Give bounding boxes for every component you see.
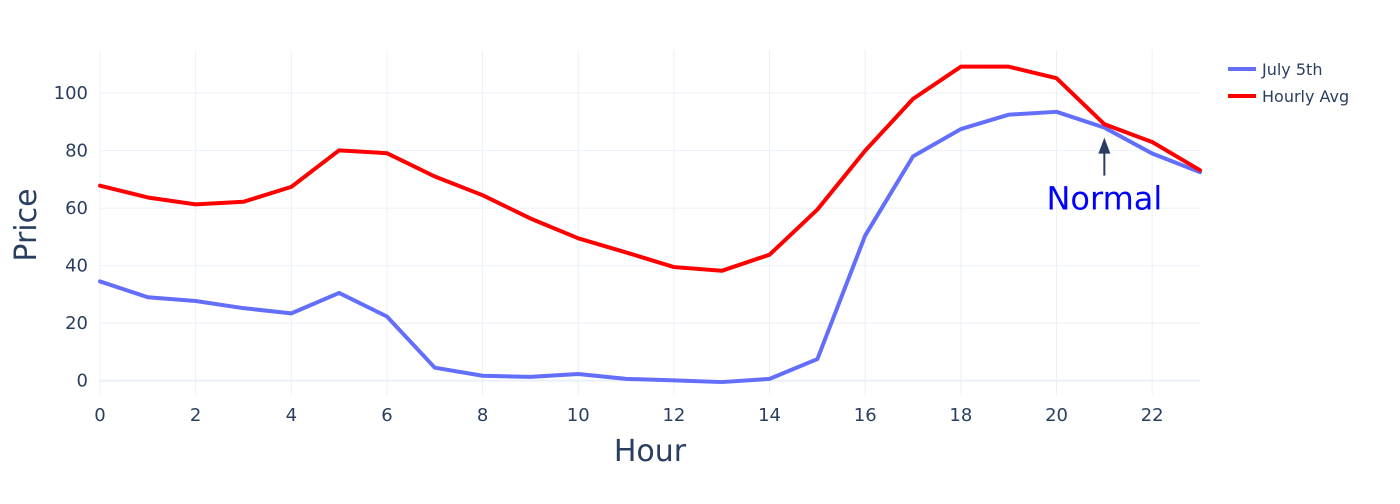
legend-item-july-5th[interactable]: July 5th (1228, 60, 1322, 79)
y-tick-label: 0 (77, 371, 88, 392)
x-tick-label: 20 (1045, 405, 1068, 426)
x-tick-label: 4 (286, 405, 297, 426)
x-tick-label: 16 (854, 405, 877, 426)
series-line-hourly-avg[interactable] (98, 64, 1202, 273)
gridlines (99, 50, 1200, 395)
x-tick-label: 0 (94, 405, 105, 426)
series-line-july-5th[interactable] (98, 109, 1202, 385)
series-lines (98, 64, 1202, 385)
annotation-arrow-head (1098, 137, 1111, 154)
y-tick-label: 100 (54, 83, 88, 104)
legend[interactable]: July 5th Hourly Avg (1228, 60, 1349, 106)
annotation-text: Normal (1046, 180, 1162, 218)
annotations: Normal (1046, 137, 1162, 218)
x-tick-label: 2 (190, 405, 201, 426)
legend-item-hourly-avg[interactable]: Hourly Avg (1228, 87, 1349, 106)
x-tick-label: 8 (477, 405, 488, 426)
y-axis-title: Price (9, 188, 44, 261)
y-tick-label: 80 (65, 141, 88, 162)
x-tick-label: 10 (567, 405, 590, 426)
x-axis-title: Hour (614, 434, 687, 469)
y-tick-label: 20 (65, 313, 88, 334)
legend-label: Hourly Avg (1262, 87, 1349, 106)
tick-labels: 0 2 4 6 8 10 12 14 16 18 20 22 0 20 40 60 80 100 (54, 83, 1164, 426)
x-tick-label: 12 (662, 405, 685, 426)
x-tick-label: 14 (758, 405, 781, 426)
y-tick-label: 60 (65, 198, 88, 219)
y-tick-label: 40 (65, 256, 88, 277)
x-tick-label: 18 (949, 405, 972, 426)
legend-label: July 5th (1261, 60, 1322, 79)
x-tick-label: 22 (1141, 405, 1164, 426)
x-tick-label: 6 (381, 405, 392, 426)
